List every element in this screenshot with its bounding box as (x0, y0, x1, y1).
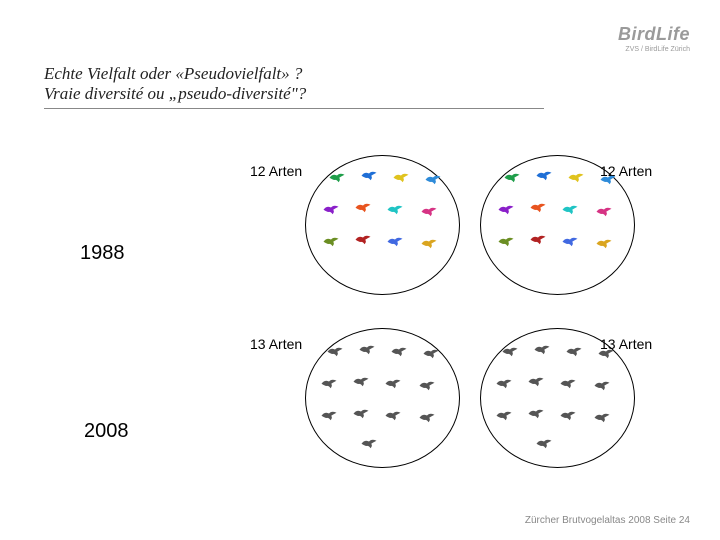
bird-icon (424, 172, 442, 186)
bird-icon (595, 204, 613, 218)
bird-icon (529, 200, 547, 214)
bird-icon (501, 344, 519, 358)
bird-icon (593, 378, 611, 392)
bird-icon (354, 232, 372, 246)
bird-icon (535, 436, 553, 450)
bird-icon (533, 342, 551, 356)
bird-icon (559, 408, 577, 422)
bird-icon (322, 234, 340, 248)
bird-icon (529, 232, 547, 246)
bird-icon (352, 406, 370, 420)
count-1: 12 Arten (250, 163, 302, 179)
year-2008: 2008 (84, 420, 129, 443)
bird-icon (326, 344, 344, 358)
bird-icon (320, 376, 338, 390)
title-block: Echte Vielfalt oder «Pseudovielfalt» ? V… (44, 64, 306, 104)
bird-icon (561, 202, 579, 216)
bird-icon (420, 204, 438, 218)
bird-icon (495, 376, 513, 390)
bird-icon (527, 374, 545, 388)
logo-main: BirdLife (618, 24, 690, 45)
bird-icon (390, 344, 408, 358)
bird-icon (503, 170, 521, 184)
bird-icon (392, 170, 410, 184)
title-fr: Vraie diversité ou „pseudo-diversité"? (44, 84, 306, 104)
bird-icon (358, 342, 376, 356)
bird-icon (386, 202, 404, 216)
bird-icon (559, 376, 577, 390)
bird-icon (384, 408, 402, 422)
bird-icon (320, 408, 338, 422)
bird-icon (567, 170, 585, 184)
count-3: 13 Arten (250, 336, 302, 352)
bird-icon (561, 234, 579, 248)
bird-icon (384, 376, 402, 390)
bird-icon (360, 168, 378, 182)
bird-icon (527, 406, 545, 420)
bird-icon (328, 170, 346, 184)
bird-icon (495, 408, 513, 422)
title-de: Echte Vielfalt oder «Pseudovielfalt» ? (44, 64, 306, 84)
bird-icon (420, 236, 438, 250)
title-underline (44, 108, 544, 109)
bird-icon (535, 168, 553, 182)
year-1988: 1988 (80, 242, 125, 265)
bird-icon (593, 410, 611, 424)
bird-icon (386, 234, 404, 248)
bird-icon (597, 346, 615, 360)
bird-icon (599, 172, 617, 186)
bird-icon (595, 236, 613, 250)
bird-icon (352, 374, 370, 388)
bird-icon (354, 200, 372, 214)
bird-icon (497, 202, 515, 216)
logo: BirdLife ZVS / BirdLife Zürich (618, 24, 690, 53)
bird-icon (565, 344, 583, 358)
bird-icon (418, 378, 436, 392)
bird-icon (418, 410, 436, 424)
footer: Zürcher Brutvogelaltas 2008 Seite 24 (525, 515, 690, 526)
bird-icon (497, 234, 515, 248)
bird-icon (422, 346, 440, 360)
bird-icon (360, 436, 378, 450)
logo-sub: ZVS / BirdLife Zürich (618, 46, 690, 53)
bird-icon (322, 202, 340, 216)
